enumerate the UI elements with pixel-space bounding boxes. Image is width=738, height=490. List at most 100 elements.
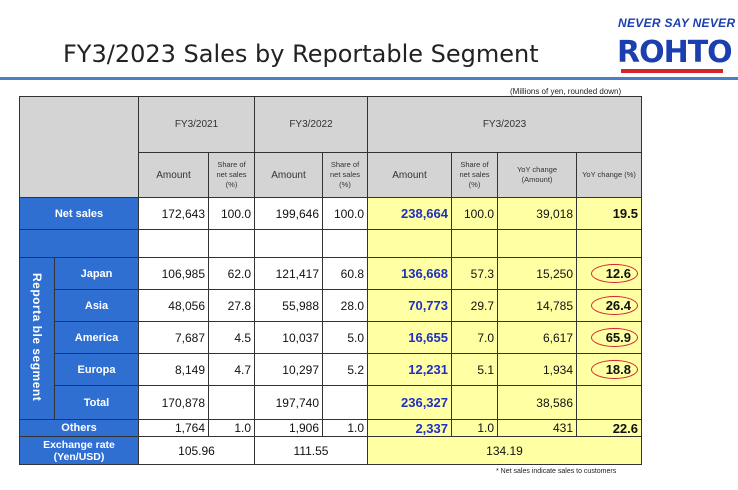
cell [208,229,255,258]
table-row: America 7,687 4.5 10,037 5.0 16,655 7.0 … [20,321,642,354]
cell: 199,646 [254,197,323,230]
cell: 10,037 [254,321,323,354]
cell: 100.0 [322,197,368,230]
row-label: Net sales [19,197,139,230]
cell: 48,056 [138,289,209,322]
header-divider [0,77,738,80]
cell: 106,985 [138,257,209,290]
cell: 1.0 [451,419,498,437]
cell: 5.1 [451,353,498,386]
slogan: NEVER SAY NEVER [618,16,736,30]
sales-table: FY3/2021 FY3/2022 FY3/2023 Amount Share … [19,96,642,465]
row-label: America [54,321,139,354]
cell: 1.0 [208,419,255,437]
col-amount: Amount [367,152,452,198]
cell: 170,878 [138,385,209,420]
cell [576,229,642,258]
cell: 105.96 [138,436,255,465]
page-title: FY3/2023 Sales by Reportable Segment [63,40,539,68]
row-label: Others [19,419,139,437]
table-row: Net sales 172,643 100.0 199,646 100.0 23… [19,197,642,230]
spacer-row [19,229,642,258]
cell: 18.8 [576,353,642,386]
cell [497,229,577,258]
cell: 4.7 [208,353,255,386]
table-row: Total 170,878 197,740 236,327 38,586 [20,385,642,420]
cell [451,229,498,258]
highlight-circle: 18.8 [590,360,638,379]
cell [322,385,368,420]
cell: 57.3 [451,257,498,290]
footnote: * Net sales indicate sales to customers [496,468,617,475]
cell: 1,764 [138,419,209,437]
cell: 12.6 [576,257,642,290]
cell: 15,250 [497,257,577,290]
cell: 26.4 [576,289,642,322]
cell: 7.0 [451,321,498,354]
cell: 16,655 [367,321,452,354]
cell [576,385,642,420]
cell: 60.8 [322,257,368,290]
row-label: Asia [54,289,139,322]
row-label: Japan [54,257,139,290]
cell [254,229,323,258]
logo-underline [621,69,723,73]
cell: 62.0 [208,257,255,290]
cell: 22.6 [576,419,642,437]
cell: 70,773 [367,289,452,322]
col-share: Share of net sales (%) [208,152,255,198]
unit-note: (Millions of yen, rounded down) [510,87,622,96]
cell: 172,643 [138,197,209,230]
cell: 38,586 [497,385,577,420]
col-share: Share of net sales (%) [322,152,368,198]
table-row: Asia 48,056 27.8 55,988 28.0 70,773 29.7… [20,289,642,322]
cell: 5.2 [322,353,368,386]
cell: 28.0 [322,289,368,322]
cell: 19.5 [576,197,642,230]
col-amount: Amount [138,152,209,198]
cell: 100.0 [208,197,255,230]
cell [208,385,255,420]
col-share: Share of net sales (%) [451,152,498,198]
cell: 14,785 [497,289,577,322]
cell: 136,668 [367,257,452,290]
cell: 65.9 [576,321,642,354]
period-fy23: FY3/2023 [367,96,642,153]
col-amount: Amount [254,152,323,198]
cell: 10,297 [254,353,323,386]
cell: 7,687 [138,321,209,354]
cell: 6,617 [497,321,577,354]
corner-cell [19,96,139,198]
cell: 4.5 [208,321,255,354]
period-fy22: FY3/2022 [254,96,368,153]
cell: 55,988 [254,289,323,322]
company-logo: ROHTO [617,33,735,75]
cell: 238,664 [367,197,452,230]
segment-label: Reporta ble segment [19,257,55,420]
highlight-circle: 12.6 [590,264,638,283]
cell: 2,337 [367,419,452,437]
cell [367,229,452,258]
cell [138,229,209,258]
row-label: Exchange rate (Yen/USD) [19,436,139,465]
cell: 12,231 [367,353,452,386]
cell: 111.55 [254,436,368,465]
cell: 5.0 [322,321,368,354]
cell: 27.8 [208,289,255,322]
cell: 134.19 [367,436,642,465]
cell: 431 [497,419,577,437]
cell: 39,018 [497,197,577,230]
cell: 8,149 [138,353,209,386]
logo-text: ROHTO [617,35,733,70]
cell [451,385,498,420]
cell: 1.0 [322,419,368,437]
table-row: Others 1,764 1.0 1,906 1.0 2,337 1.0 431… [19,419,642,437]
row-label: Europa [54,353,139,386]
table-row: Reporta ble segment Japan 106,985 62.0 1… [19,257,642,420]
highlight-circle: 26.4 [590,296,638,315]
col-yoy-amount: YoY change (Amount) [497,152,577,198]
cell: 1,934 [497,353,577,386]
cell: 29.7 [451,289,498,322]
table-row: Europa 8,149 4.7 10,297 5.2 12,231 5.1 1… [20,353,642,386]
highlight-circle: 65.9 [590,328,638,347]
